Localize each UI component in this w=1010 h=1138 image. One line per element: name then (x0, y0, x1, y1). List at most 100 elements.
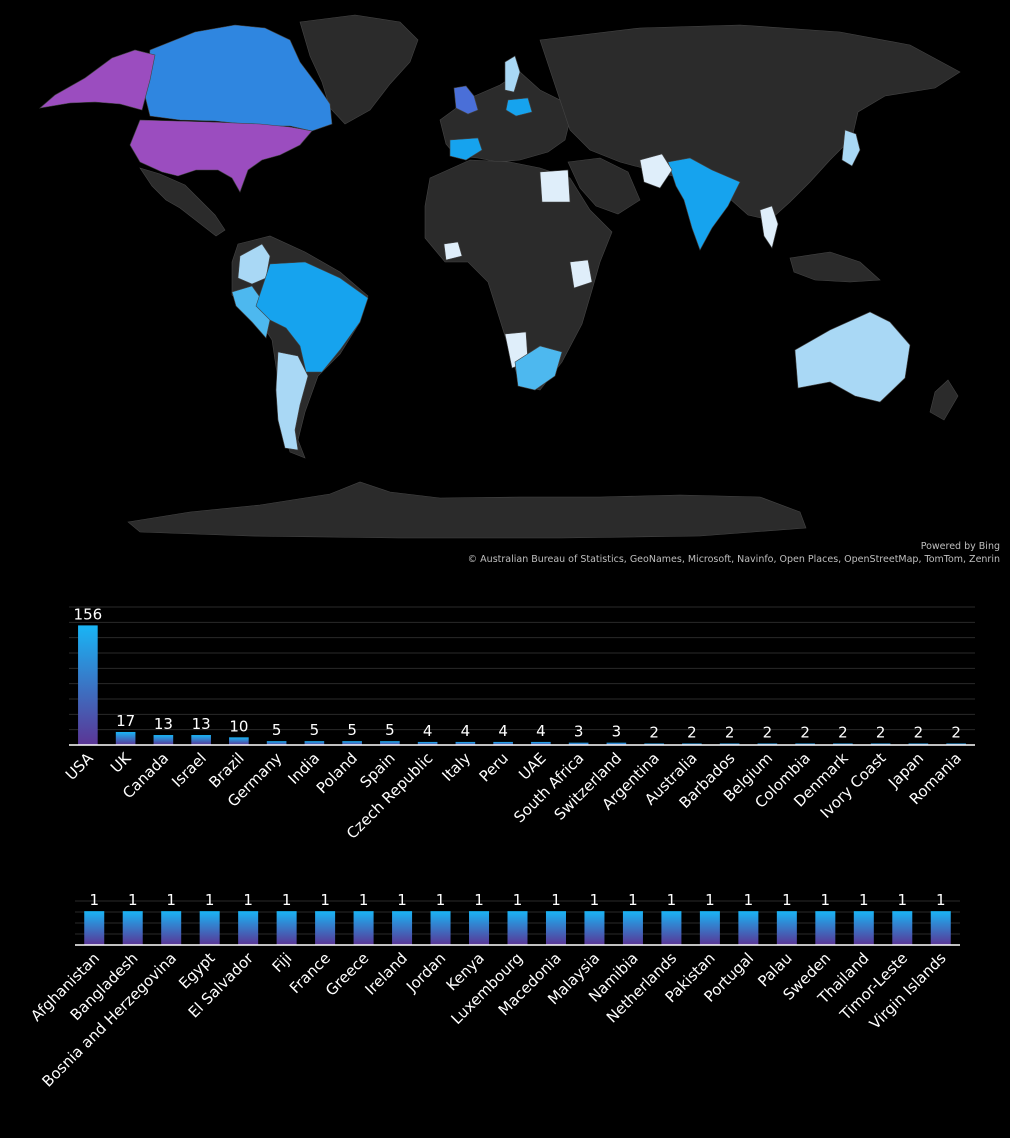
data-label-jordan: 1 (436, 891, 446, 909)
data-label-italy: 4 (461, 722, 471, 740)
data-label-spain: 5 (385, 721, 395, 739)
world-map[interactable] (0, 0, 1010, 570)
bar-pakistan[interactable] (699, 911, 720, 945)
map-region-egypt[interactable] (539, 169, 571, 203)
bar-germany[interactable] (266, 741, 287, 745)
bar-ireland[interactable] (392, 911, 413, 945)
tick-label-jordan: Jordan (402, 949, 449, 996)
bar-bosnia-and-herzegovina[interactable] (161, 911, 182, 945)
bar-switzerland[interactable] (606, 742, 627, 745)
tick-label-uk: UK (107, 748, 135, 776)
map-region-brazil[interactable] (255, 261, 369, 373)
data-label-peru: 4 (498, 722, 508, 740)
map-region-sweden[interactable] (504, 55, 521, 93)
bar-south-africa[interactable] (568, 742, 589, 745)
map-region-greenland[interactable] (299, 14, 419, 125)
bar-sweden[interactable] (815, 911, 836, 945)
map-region-uk[interactable] (453, 85, 479, 115)
map-region-argentina[interactable] (275, 351, 309, 451)
bar-macedonia[interactable] (545, 911, 566, 945)
bar-france[interactable] (315, 911, 336, 945)
map-region-mexico[interactable] (139, 167, 226, 237)
tick-label-italy: Italy (438, 749, 474, 785)
bar-egypt[interactable] (199, 911, 220, 945)
bar-belgium[interactable] (757, 743, 778, 745)
bar-peru[interactable] (493, 741, 513, 745)
bar-fiji[interactable] (276, 911, 297, 945)
map-region-new-zealand[interactable] (929, 379, 959, 421)
data-label-australia: 2 (687, 723, 697, 741)
map-region-south-africa[interactable] (514, 345, 563, 391)
map-region-middle-east[interactable] (567, 157, 641, 215)
map-attribution-credits: © Australian Bureau of Statistics, GeoNa… (467, 554, 1000, 565)
bar-portugal[interactable] (738, 911, 759, 945)
data-label-usa: 156 (74, 605, 103, 623)
map-region-australia[interactable] (794, 311, 911, 403)
bar-romania[interactable] (946, 743, 966, 745)
data-label-timor-leste: 1 (898, 891, 908, 909)
data-label-palau: 1 (782, 891, 792, 909)
map-region-poland[interactable] (505, 97, 533, 117)
bar-netherlands[interactable] (661, 911, 682, 945)
map-region-kenya[interactable] (569, 259, 593, 289)
bar-brazil[interactable] (229, 737, 249, 745)
bar-uae[interactable] (531, 741, 551, 745)
bar-chart-top-svg: 156USA17UK13Canada13Israel10Brazil5Germa… (62, 605, 975, 843)
bar-greece[interactable] (353, 911, 374, 945)
data-label-south-africa: 3 (574, 723, 584, 741)
tick-label-greece: Greece (322, 949, 372, 999)
bar-japan[interactable] (908, 743, 929, 745)
bar-canada[interactable] (153, 735, 174, 745)
bar-argentina[interactable] (644, 743, 664, 745)
bar-el-salvador[interactable] (238, 911, 259, 945)
bar-czech-republic[interactable] (417, 741, 438, 745)
bar-poland[interactable] (342, 741, 362, 745)
tick-label-usa: USA (62, 749, 97, 784)
bar-barbados[interactable] (719, 743, 740, 745)
bar-bangladesh[interactable] (122, 911, 143, 945)
data-label-switzerland: 3 (612, 723, 622, 741)
data-label-brazil: 10 (229, 717, 248, 735)
bar-kenya[interactable] (469, 911, 490, 945)
map-region-japan[interactable] (841, 129, 861, 167)
bar-namibia[interactable] (622, 911, 643, 945)
bar-virgin-islands[interactable] (930, 911, 951, 945)
world-map-canvas[interactable] (0, 0, 1010, 570)
bar-denmark[interactable] (833, 743, 853, 745)
bar-afghanistan[interactable] (84, 911, 105, 945)
map-region-india[interactable] (667, 157, 741, 251)
bar-australia[interactable] (682, 743, 702, 745)
data-label-israel: 13 (192, 715, 211, 733)
bar-ivory-coast[interactable] (870, 743, 891, 745)
bar-uk[interactable] (115, 731, 136, 745)
map-region-usa[interactable] (129, 119, 313, 193)
bar-india[interactable] (304, 741, 325, 745)
map-region-asia[interactable] (539, 24, 961, 221)
bar-israel[interactable] (191, 735, 211, 745)
data-label-kenya: 1 (474, 891, 484, 909)
bar-thailand[interactable] (853, 911, 874, 945)
map-region-ivory-coast[interactable] (443, 241, 463, 261)
bar-palau[interactable] (776, 911, 797, 945)
data-label-malaysia: 1 (590, 891, 600, 909)
map-region-afghanistan[interactable] (639, 153, 673, 189)
data-label-japan: 2 (914, 723, 924, 741)
bar-jordan[interactable] (430, 911, 451, 945)
bar-colombia[interactable] (795, 743, 815, 745)
bar-italy[interactable] (455, 741, 476, 745)
bar-usa[interactable] (78, 625, 98, 745)
bar-malaysia[interactable] (584, 911, 605, 945)
bar-timor-leste[interactable] (892, 911, 913, 945)
bar-spain[interactable] (380, 741, 400, 745)
data-label-argentina: 2 (649, 723, 659, 741)
map-region-alaska[interactable] (38, 49, 156, 111)
map-region-thailand[interactable] (759, 205, 779, 249)
bar-luxembourg[interactable] (507, 911, 528, 945)
map-region-canada[interactable] (144, 24, 333, 132)
map-region-antarctica[interactable] (127, 481, 807, 539)
map-region-spain[interactable] (449, 137, 483, 161)
tick-label-ireland: Ireland (361, 949, 410, 998)
data-label-czech-republic: 4 (423, 722, 433, 740)
data-label-germany: 5 (272, 721, 282, 739)
map-region-southeast-asia-islands[interactable] (789, 251, 881, 283)
